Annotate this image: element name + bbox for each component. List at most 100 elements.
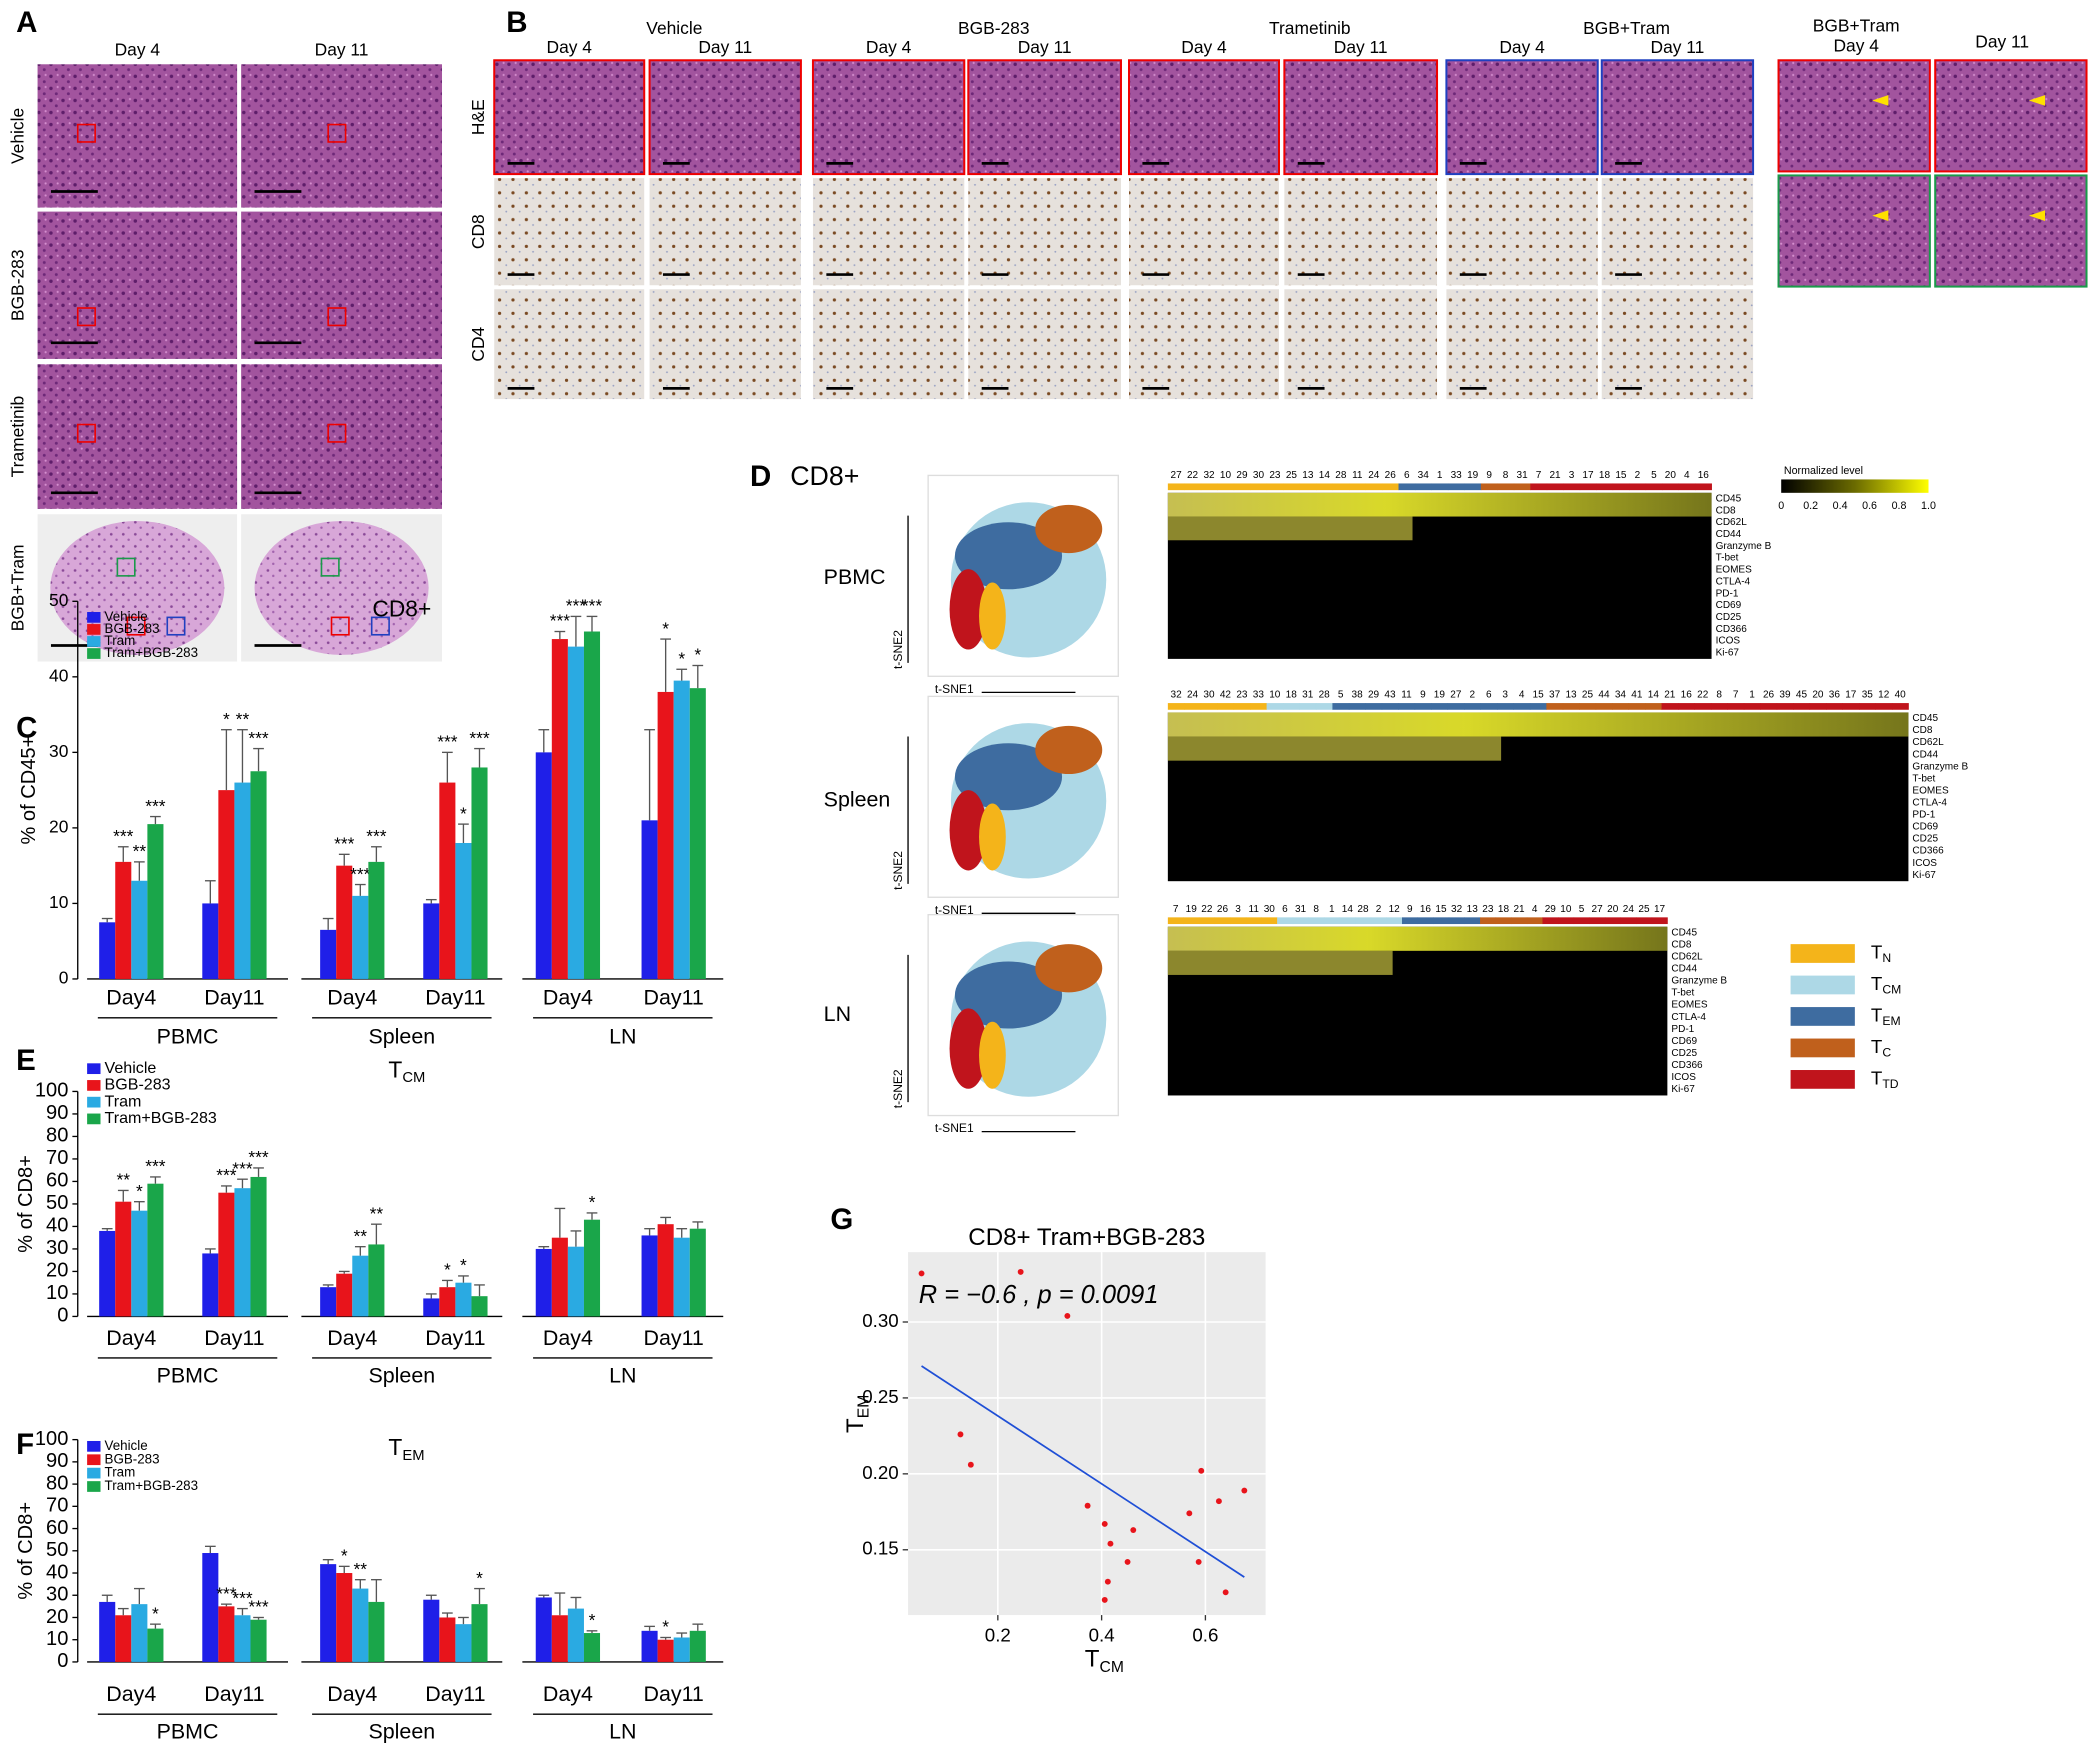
subset-bar xyxy=(1513,703,1531,710)
bar xyxy=(471,1604,488,1662)
bar xyxy=(689,1630,706,1662)
significance: * xyxy=(136,1181,143,1201)
cluster-label: 3 xyxy=(1235,904,1241,915)
cluster-label: 1 xyxy=(1749,690,1755,701)
error-bar xyxy=(474,747,485,768)
significance: ** xyxy=(354,1559,368,1579)
roi-box xyxy=(116,557,136,577)
bar xyxy=(250,771,267,979)
marker-label: CD45 xyxy=(1671,927,1697,938)
cluster-label: 9 xyxy=(1407,904,1413,915)
bar xyxy=(352,1588,369,1662)
marker-label: CD366 xyxy=(1912,846,1944,857)
cluster-label: 29 xyxy=(1236,470,1248,481)
significance: * xyxy=(678,648,685,668)
subset-bar xyxy=(1398,703,1416,710)
error-bar xyxy=(237,1178,248,1189)
bar xyxy=(657,1639,674,1662)
subset-bar xyxy=(1184,703,1202,710)
bar xyxy=(641,820,658,979)
subset-bar xyxy=(1323,917,1340,925)
subset-bar xyxy=(1595,703,1613,710)
row-label: BGB+Tram xyxy=(7,545,27,632)
group-label: PBMC xyxy=(157,1025,219,1049)
legend-swatch xyxy=(87,1481,101,1492)
panel-label: B xyxy=(506,6,527,39)
tsne-cloud xyxy=(954,961,1063,1029)
bar xyxy=(583,631,601,979)
subset-bar xyxy=(1283,483,1301,491)
micrograph xyxy=(494,178,645,286)
micrograph xyxy=(1934,174,2088,288)
micrograph xyxy=(1128,59,1281,176)
legend-label: Tram xyxy=(105,1465,136,1480)
subset-bar xyxy=(1417,917,1434,925)
group-label: Trametinib xyxy=(1269,18,1351,38)
point xyxy=(1130,1527,1137,1533)
tsne-cloud xyxy=(949,1008,988,1089)
cluster-label: 41 xyxy=(1631,690,1643,701)
subset-bar xyxy=(1414,483,1432,491)
bar xyxy=(641,1235,658,1317)
tsne-cloud xyxy=(979,803,1006,871)
bar xyxy=(336,1273,353,1317)
significance: ** xyxy=(133,841,147,861)
error-bar xyxy=(322,1559,334,1565)
point xyxy=(1124,1558,1131,1565)
error-bar xyxy=(644,1625,655,1631)
bar xyxy=(368,861,385,979)
bar xyxy=(673,1637,690,1662)
subset-bar xyxy=(1183,917,1200,925)
subset-bar xyxy=(1401,917,1419,925)
legend-label-main: T xyxy=(1871,1067,1883,1088)
marker-label: Granzyme B xyxy=(1912,761,1968,772)
cluster-label: 27 xyxy=(1450,690,1462,701)
subset-bar xyxy=(1398,483,1416,491)
panel-label: F xyxy=(16,1428,34,1461)
bar xyxy=(673,1237,690,1317)
cluster-label: 25 xyxy=(1638,904,1650,915)
marker-label: EOMES xyxy=(1716,565,1753,576)
group-label: Spleen xyxy=(369,1025,436,1049)
x-tick-label: Day4 xyxy=(106,1682,156,1706)
bar xyxy=(202,1553,219,1662)
subset-bar xyxy=(1167,703,1185,710)
micrograph xyxy=(648,59,802,176)
significance: *** xyxy=(437,732,458,752)
cluster-label: 6 xyxy=(1282,904,1288,915)
cluster-label: 31 xyxy=(1295,904,1307,915)
day-label: Day 11 xyxy=(1975,31,2029,51)
cluster-label: 37 xyxy=(1549,690,1561,701)
bar xyxy=(131,1604,148,1662)
error-bar xyxy=(117,1189,129,1202)
error-bar xyxy=(354,1579,366,1589)
cluster-label: 36 xyxy=(1829,690,1841,701)
cluster-label: 19 xyxy=(1186,904,1198,915)
micrograph xyxy=(968,178,1121,286)
subset-bar xyxy=(1727,703,1745,710)
x-tick-label: Day11 xyxy=(644,1326,704,1350)
significance: *** xyxy=(248,1597,269,1617)
bar xyxy=(131,1210,148,1317)
legend-label-sub: EM xyxy=(1882,1014,1900,1028)
roi-box xyxy=(126,616,146,636)
subset-bar xyxy=(1433,917,1450,925)
error-bar xyxy=(474,1587,485,1605)
y-tick-label: 100 xyxy=(35,1428,69,1450)
cluster-label: 18 xyxy=(1599,470,1611,481)
significance: * xyxy=(223,709,230,729)
subset-bar xyxy=(1217,703,1235,710)
marker-label: CD45 xyxy=(1716,493,1742,504)
error-bar xyxy=(204,1545,216,1554)
subset-bar xyxy=(1651,917,1668,925)
point xyxy=(1084,1502,1091,1509)
marker-label: CTLA-4 xyxy=(1912,798,1947,809)
error-bar xyxy=(117,846,129,862)
bar xyxy=(218,790,235,979)
point xyxy=(1101,1596,1108,1603)
bar xyxy=(567,1246,584,1317)
error-bar xyxy=(538,729,550,753)
error-bar xyxy=(322,1284,334,1288)
x-tick-label: Day11 xyxy=(644,986,704,1010)
legend-swatch xyxy=(87,1063,101,1075)
